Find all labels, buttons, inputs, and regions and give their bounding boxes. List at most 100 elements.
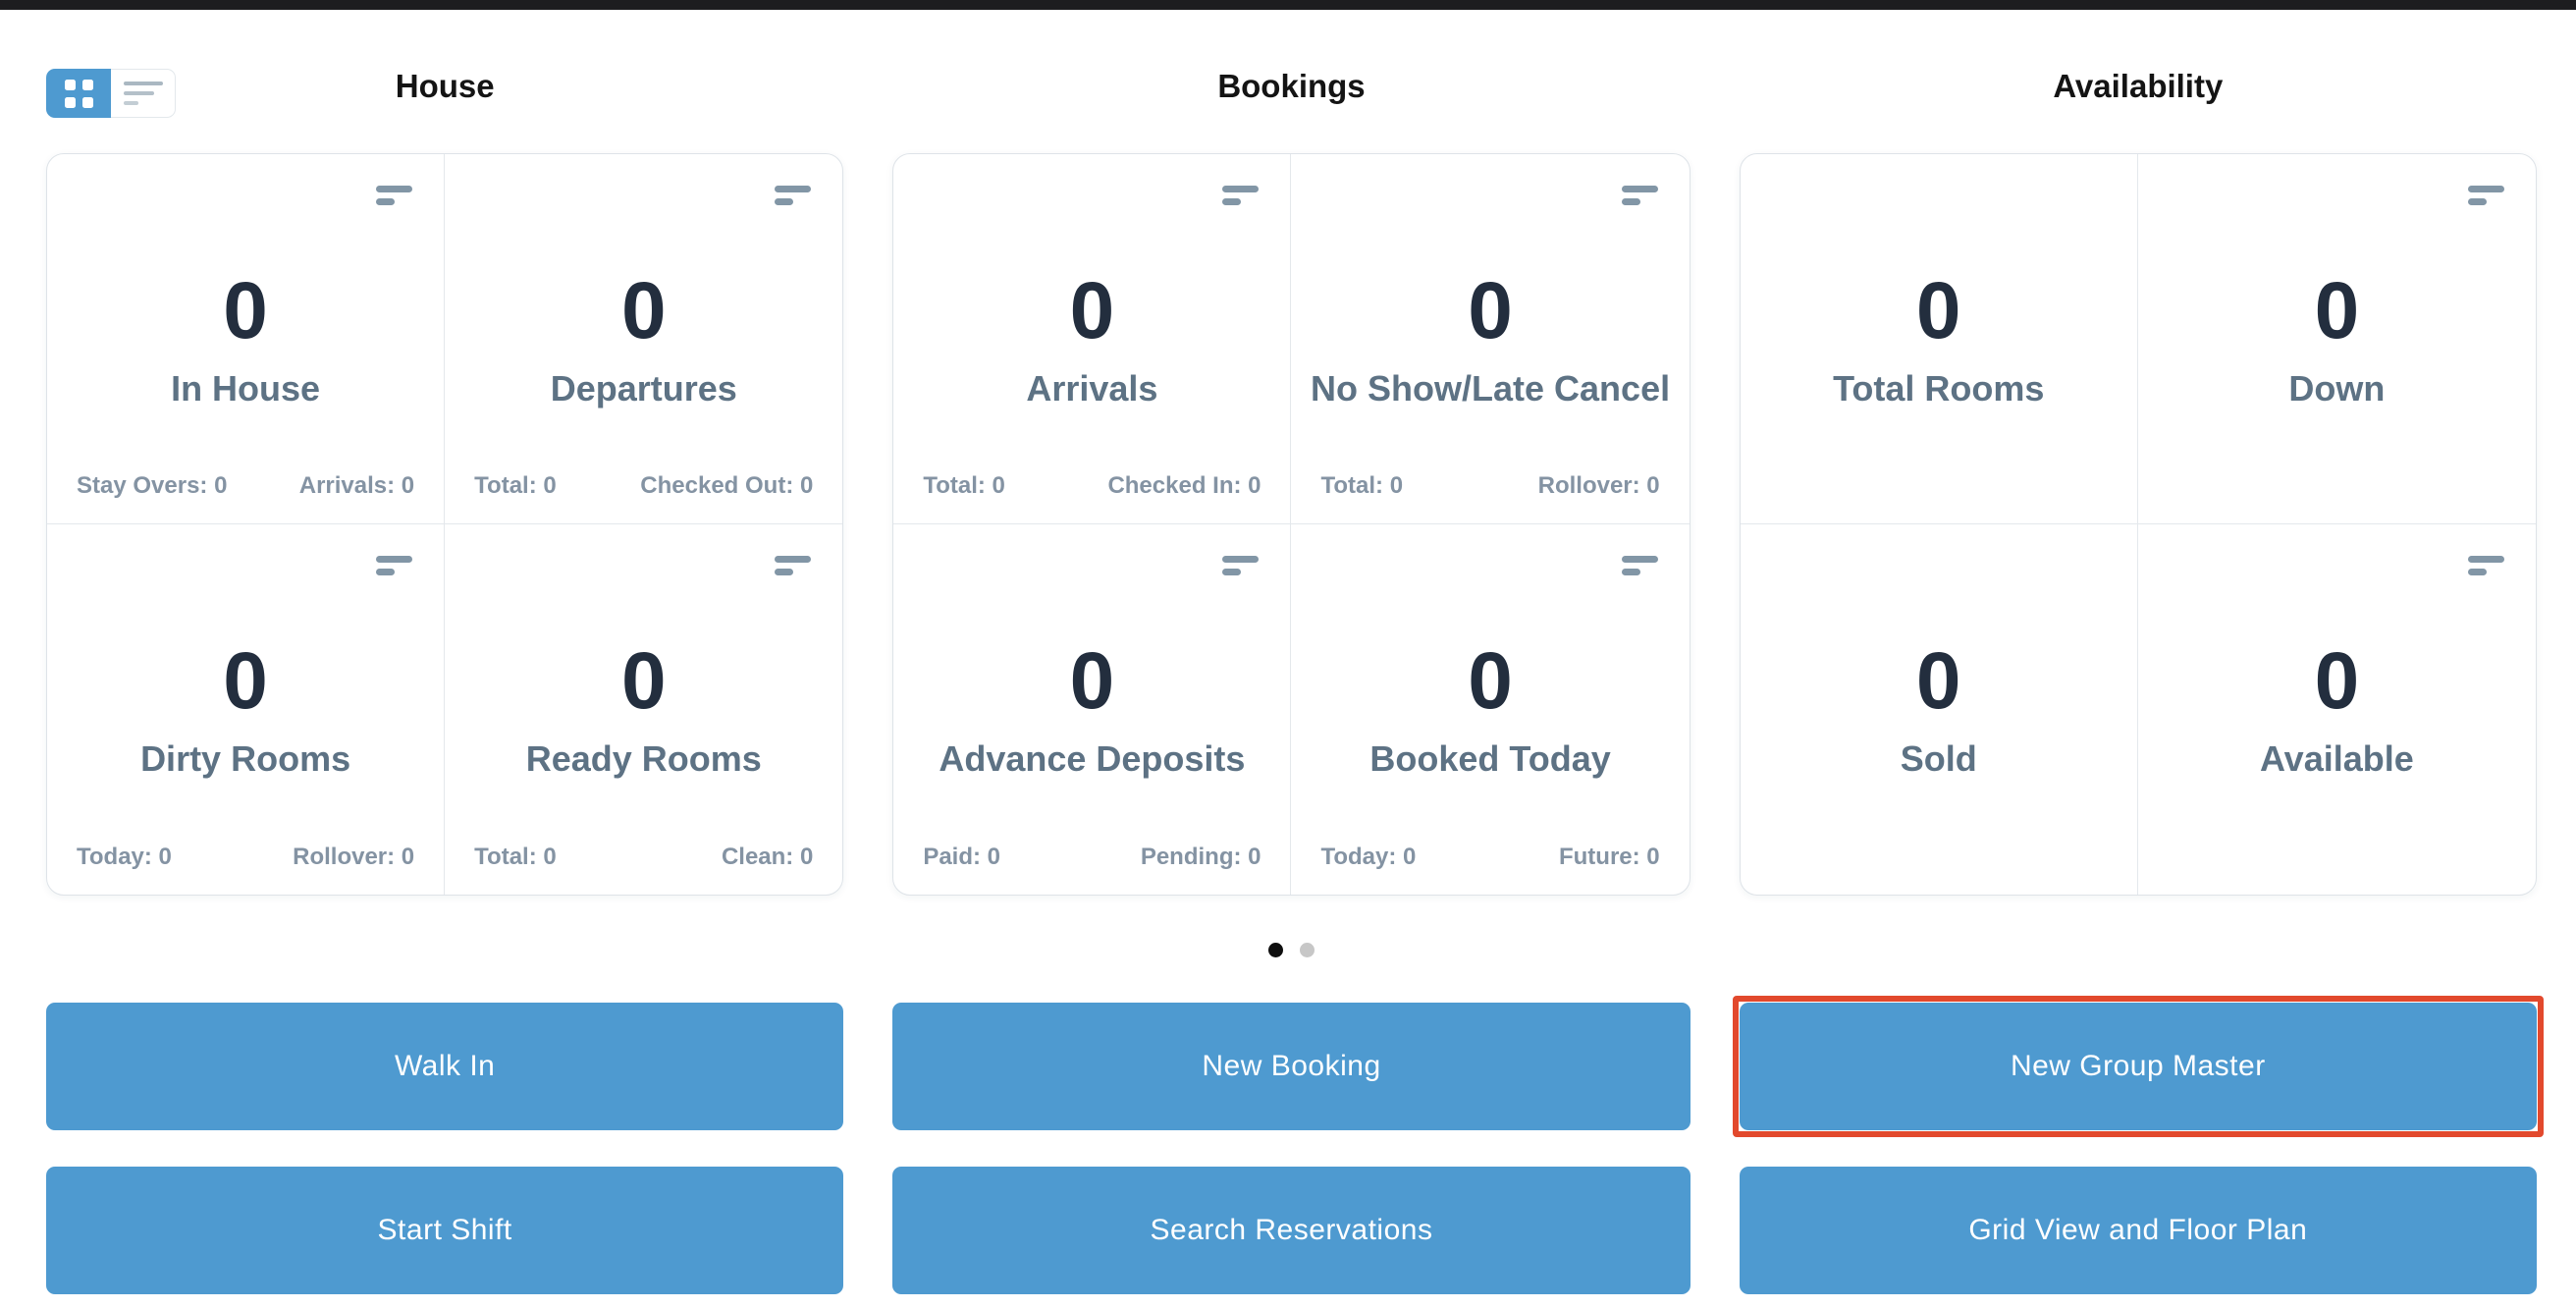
stat-label: Total Rooms — [1833, 368, 2045, 409]
stat-footer-left: Total: 0 — [474, 844, 557, 870]
stat-footer: Total: 0 Checked In: 0 — [923, 472, 1261, 500]
stat-footer-left: Stay Overs: 0 — [77, 472, 228, 499]
bookings-card-grid: 0 Arrivals Total: 0 Checked In: 0 0 No S… — [892, 153, 1690, 896]
stat-card-in-house[interactable]: 0 In House Stay Overs: 0 Arrivals: 0 — [47, 154, 446, 524]
carousel-pagination — [46, 943, 2537, 957]
list-view-button[interactable] — [111, 69, 176, 118]
stat-label: No Show/Late Cancel — [1311, 368, 1671, 409]
card-menu-icon[interactable] — [376, 186, 413, 205]
stat-value: 0 — [1468, 266, 1513, 355]
stat-footer-right: Checked Out: 0 — [640, 472, 814, 499]
stat-footer: Stay Overs: 0 Arrivals: 0 — [77, 472, 414, 500]
card-menu-icon[interactable] — [2467, 556, 2504, 575]
search-reservations-button[interactable]: Search Reservations — [892, 1167, 1690, 1294]
start-shift-button-wrap: Start Shift — [46, 1167, 844, 1294]
top-window-bar — [0, 0, 2576, 10]
section-title-house: House — [395, 68, 495, 104]
card-menu-icon[interactable] — [775, 556, 812, 575]
card-menu-icon[interactable] — [1621, 186, 1658, 205]
card-menu-icon[interactable] — [775, 186, 812, 205]
stat-card-no-show-late-cancel[interactable]: 0 No Show/Late Cancel Total: 0 Rollover:… — [1291, 154, 1690, 524]
dashboard-sections: House 0 In House Stay Overs: 0 Arrivals:… — [46, 67, 2537, 896]
action-buttons-row-2: Start Shift Search Reservations Grid Vie… — [46, 1167, 2537, 1294]
stat-footer-right: Arrivals: 0 — [298, 472, 415, 499]
stat-label: In House — [171, 368, 321, 409]
action-buttons-row-1: Walk In New Booking New Group Master — [46, 996, 2545, 1137]
card-menu-icon[interactable] — [376, 556, 413, 575]
new-group-master-button[interactable]: New Group Master — [1739, 1003, 2537, 1130]
stat-footer-left: Today: 0 — [77, 844, 172, 870]
carousel-dot-2[interactable] — [1300, 943, 1315, 957]
section-availability: Availability 0 Total Rooms 0 Down 0 Sold — [1739, 67, 2537, 896]
card-menu-icon[interactable] — [2467, 186, 2504, 205]
stat-footer: Total: 0 Checked Out: 0 — [474, 472, 813, 500]
walk-in-button-wrap: Walk In — [46, 1003, 844, 1130]
stat-value: 0 — [1069, 266, 1115, 355]
stat-footer-right: Future: 0 — [1558, 844, 1660, 870]
card-menu-icon[interactable] — [1222, 556, 1260, 575]
stat-footer: Paid: 0 Pending: 0 — [923, 844, 1261, 871]
grid-view-and-floor-plan-button[interactable]: Grid View and Floor Plan — [1739, 1167, 2537, 1294]
house-card-grid: 0 In House Stay Overs: 0 Arrivals: 0 0 D… — [46, 153, 844, 896]
new-group-master-highlight-outline: New Group Master — [1732, 996, 2545, 1137]
stat-label: Available — [2260, 738, 2414, 779]
section-title-bookings: Bookings — [1217, 68, 1366, 104]
new-booking-button-wrap: New Booking — [892, 1003, 1690, 1130]
stat-footer-left: Total: 0 — [1320, 472, 1404, 499]
stat-card-departures[interactable]: 0 Departures Total: 0 Checked Out: 0 — [445, 154, 843, 524]
stat-card-total-rooms[interactable]: 0 Total Rooms — [1740, 154, 2138, 524]
stat-footer-right: Clean: 0 — [721, 844, 814, 870]
stat-footer-right: Rollover: 0 — [1537, 472, 1660, 499]
stat-value: 0 — [1915, 636, 1961, 726]
stat-footer: Today: 0 Rollover: 0 — [77, 844, 414, 871]
stat-card-arrivals[interactable]: 0 Arrivals Total: 0 Checked In: 0 — [893, 154, 1292, 524]
stat-footer-left: Total: 0 — [923, 472, 1005, 499]
stat-card-down[interactable]: 0 Down — [2137, 154, 2536, 524]
stat-value: 0 — [1069, 636, 1115, 726]
card-menu-icon[interactable] — [1621, 556, 1658, 575]
stat-footer: Total: 0 Rollover: 0 — [1320, 472, 1659, 500]
stat-label: Booked Today — [1369, 738, 1611, 779]
stat-footer: Total: 0 Clean: 0 — [474, 844, 813, 871]
stat-label: Ready Rooms — [525, 738, 762, 779]
stat-label: Advance Deposits — [939, 738, 1246, 779]
availability-card-grid: 0 Total Rooms 0 Down 0 Sold 0 Available — [1739, 153, 2537, 896]
stat-footer-right: Pending: 0 — [1140, 844, 1261, 870]
stat-label: Departures — [550, 368, 737, 409]
section-title-availability: Availability — [2053, 68, 2224, 104]
stat-value: 0 — [620, 266, 667, 355]
stat-card-available[interactable]: 0 Available — [2138, 524, 2536, 895]
stat-value: 0 — [620, 636, 667, 726]
section-house: House 0 In House Stay Overs: 0 Arrivals:… — [46, 67, 844, 896]
stat-footer: Today: 0 Future: 0 — [1320, 844, 1659, 871]
grid-view-button[interactable] — [46, 69, 111, 118]
carousel-dot-1[interactable] — [1268, 943, 1283, 957]
stat-value: 0 — [2314, 636, 2360, 726]
card-menu-icon[interactable] — [1222, 186, 1260, 205]
stat-footer-left: Today: 0 — [1320, 844, 1417, 870]
list-view-icon — [123, 82, 163, 105]
section-bookings: Bookings 0 Arrivals Total: 0 Checked In:… — [892, 67, 1690, 896]
stat-value: 0 — [223, 636, 268, 726]
stat-card-advance-deposits[interactable]: 0 Advance Deposits Paid: 0 Pending: 0 — [893, 524, 1292, 895]
stat-card-ready-rooms[interactable]: 0 Ready Rooms Total: 0 Clean: 0 — [445, 524, 842, 895]
stat-footer-left: Total: 0 — [474, 472, 557, 499]
stat-value: 0 — [1915, 266, 1961, 355]
grid-view-icon — [64, 79, 93, 108]
search-reservations-button-wrap: Search Reservations — [892, 1167, 1690, 1294]
grid-view-floor-plan-button-wrap: Grid View and Floor Plan — [1739, 1167, 2537, 1294]
stat-label: Arrivals — [1026, 368, 1158, 409]
stat-card-booked-today[interactable]: 0 Booked Today Today: 0 Future: 0 — [1291, 524, 1689, 895]
stat-label: Dirty Rooms — [140, 738, 351, 779]
view-toggle — [46, 69, 176, 118]
stat-label: Down — [2288, 368, 2386, 409]
stat-footer-right: Rollover: 0 — [293, 844, 415, 870]
stat-card-sold[interactable]: 0 Sold — [1741, 524, 2138, 895]
walk-in-button[interactable]: Walk In — [46, 1003, 844, 1130]
stat-value: 0 — [2314, 266, 2360, 355]
new-booking-button[interactable]: New Booking — [892, 1003, 1690, 1130]
start-shift-button[interactable]: Start Shift — [46, 1167, 844, 1294]
stat-value: 0 — [223, 266, 268, 355]
stat-card-dirty-rooms[interactable]: 0 Dirty Rooms Today: 0 Rollover: 0 — [47, 524, 446, 895]
stat-value: 0 — [1468, 636, 1513, 726]
